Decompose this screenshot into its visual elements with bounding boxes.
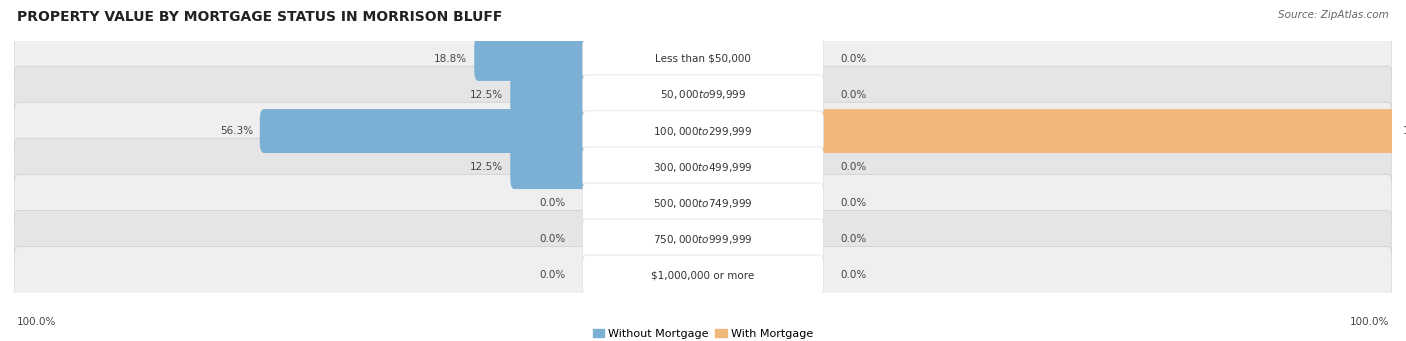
Text: 100.0%: 100.0% — [1350, 317, 1389, 327]
Text: $1,000,000 or more: $1,000,000 or more — [651, 270, 755, 280]
FancyBboxPatch shape — [260, 109, 591, 153]
Text: 12.5%: 12.5% — [470, 90, 503, 100]
Text: 0.0%: 0.0% — [841, 270, 868, 280]
FancyBboxPatch shape — [510, 73, 591, 117]
Text: 0.0%: 0.0% — [538, 270, 565, 280]
FancyBboxPatch shape — [474, 37, 591, 81]
FancyBboxPatch shape — [582, 39, 824, 79]
Text: $300,000 to $499,999: $300,000 to $499,999 — [654, 161, 752, 174]
Text: PROPERTY VALUE BY MORTGAGE STATUS IN MORRISON BLUFF: PROPERTY VALUE BY MORTGAGE STATUS IN MOR… — [17, 10, 502, 24]
Text: Source: ZipAtlas.com: Source: ZipAtlas.com — [1278, 10, 1389, 20]
Text: $500,000 to $749,999: $500,000 to $749,999 — [654, 197, 752, 210]
Text: 0.0%: 0.0% — [841, 162, 868, 172]
FancyBboxPatch shape — [582, 183, 824, 223]
Text: $750,000 to $999,999: $750,000 to $999,999 — [654, 233, 752, 246]
FancyBboxPatch shape — [14, 210, 1392, 268]
FancyBboxPatch shape — [14, 138, 1392, 196]
FancyBboxPatch shape — [582, 147, 824, 187]
FancyBboxPatch shape — [14, 102, 1392, 160]
FancyBboxPatch shape — [815, 109, 1396, 153]
Text: 0.0%: 0.0% — [841, 198, 868, 208]
FancyBboxPatch shape — [582, 75, 824, 115]
Text: 0.0%: 0.0% — [538, 234, 565, 244]
FancyBboxPatch shape — [14, 174, 1392, 232]
FancyBboxPatch shape — [510, 145, 591, 189]
Text: $50,000 to $99,999: $50,000 to $99,999 — [659, 89, 747, 102]
Text: 12.5%: 12.5% — [470, 162, 503, 172]
FancyBboxPatch shape — [582, 255, 824, 295]
FancyBboxPatch shape — [14, 247, 1392, 304]
FancyBboxPatch shape — [582, 219, 824, 260]
Text: Less than $50,000: Less than $50,000 — [655, 54, 751, 64]
Text: 18.8%: 18.8% — [434, 54, 467, 64]
FancyBboxPatch shape — [14, 30, 1392, 88]
Text: 0.0%: 0.0% — [841, 234, 868, 244]
Text: 0.0%: 0.0% — [841, 90, 868, 100]
Text: 56.3%: 56.3% — [219, 126, 253, 136]
Legend: Without Mortgage, With Mortgage: Without Mortgage, With Mortgage — [588, 324, 818, 341]
Text: 0.0%: 0.0% — [538, 198, 565, 208]
Text: 0.0%: 0.0% — [841, 54, 868, 64]
FancyBboxPatch shape — [582, 111, 824, 151]
Text: 100.0%: 100.0% — [17, 317, 56, 327]
FancyBboxPatch shape — [14, 66, 1392, 124]
Text: $100,000 to $299,999: $100,000 to $299,999 — [654, 124, 752, 137]
Text: 100.0%: 100.0% — [1403, 126, 1406, 136]
